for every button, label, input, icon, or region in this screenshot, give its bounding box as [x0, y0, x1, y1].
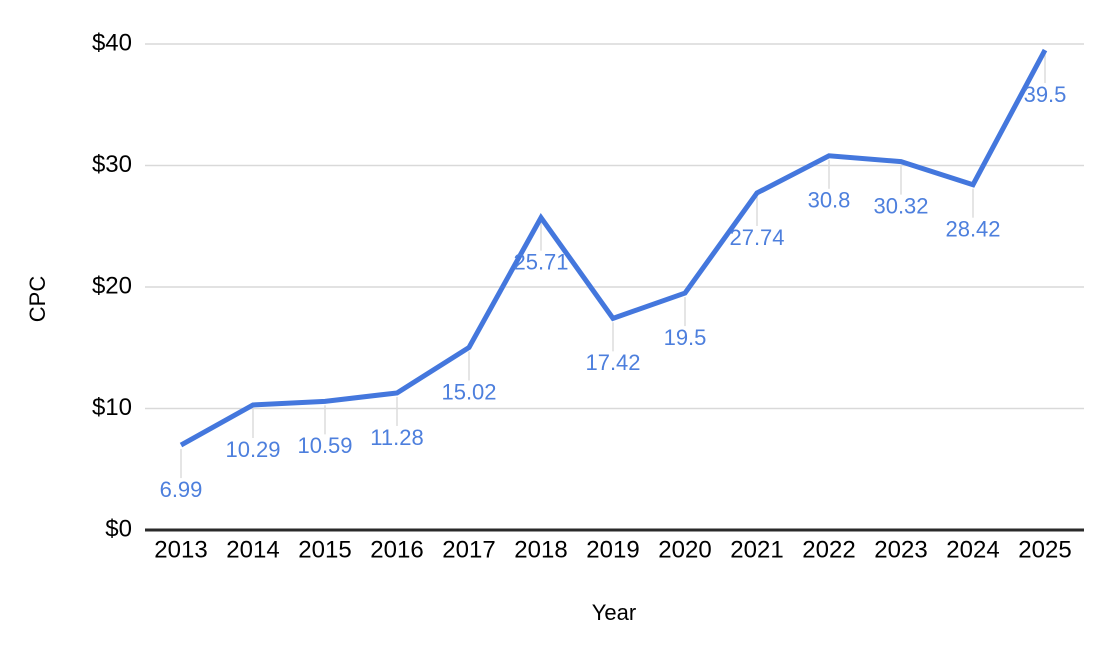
data-point-label: 19.5	[664, 325, 707, 350]
x-tick-label: 2015	[298, 536, 351, 563]
x-tick-label: 2025	[1018, 536, 1071, 563]
data-point-label: 28.42	[945, 217, 1000, 242]
x-tick-label: 2023	[874, 536, 927, 563]
data-point-label: 25.71	[513, 249, 568, 274]
x-tick-label: 2019	[586, 536, 639, 563]
y-tick-label: $10	[92, 394, 132, 421]
data-point-label: 6.99	[160, 477, 203, 502]
x-tick-label: 2016	[370, 536, 423, 563]
data-point-label: 10.29	[225, 437, 280, 462]
cpc-series-line	[179, 48, 1048, 448]
x-tick-label: 2018	[514, 536, 567, 563]
data-point-label: 30.8	[808, 188, 851, 213]
x-tick-label: 2013	[154, 536, 207, 563]
data-point-label: 10.59	[297, 433, 352, 458]
x-tick-label: 2017	[442, 536, 495, 563]
y-tick-label: $40	[92, 29, 132, 56]
data-point-label: 30.32	[873, 193, 928, 218]
x-tick-label: 2014	[226, 536, 279, 563]
data-point-label: 39.5	[1024, 82, 1067, 107]
y-tick-label: $20	[92, 272, 132, 299]
x-tick-label: 2024	[946, 536, 999, 563]
x-tick-label: 2022	[802, 536, 855, 563]
y-tick-label: $30	[92, 151, 132, 178]
y-axis-title: CPC	[25, 275, 50, 323]
x-axis-title: Year	[591, 600, 637, 625]
x-tick-label: 2021	[730, 536, 783, 563]
data-point-label: 15.02	[441, 379, 496, 404]
data-point-label: 11.28	[370, 425, 423, 450]
data-point-label: 27.74	[729, 225, 784, 250]
data-point-label: 17.42	[585, 350, 640, 375]
x-tick-label: 2020	[658, 536, 711, 563]
y-tick-label: $0	[105, 515, 132, 542]
